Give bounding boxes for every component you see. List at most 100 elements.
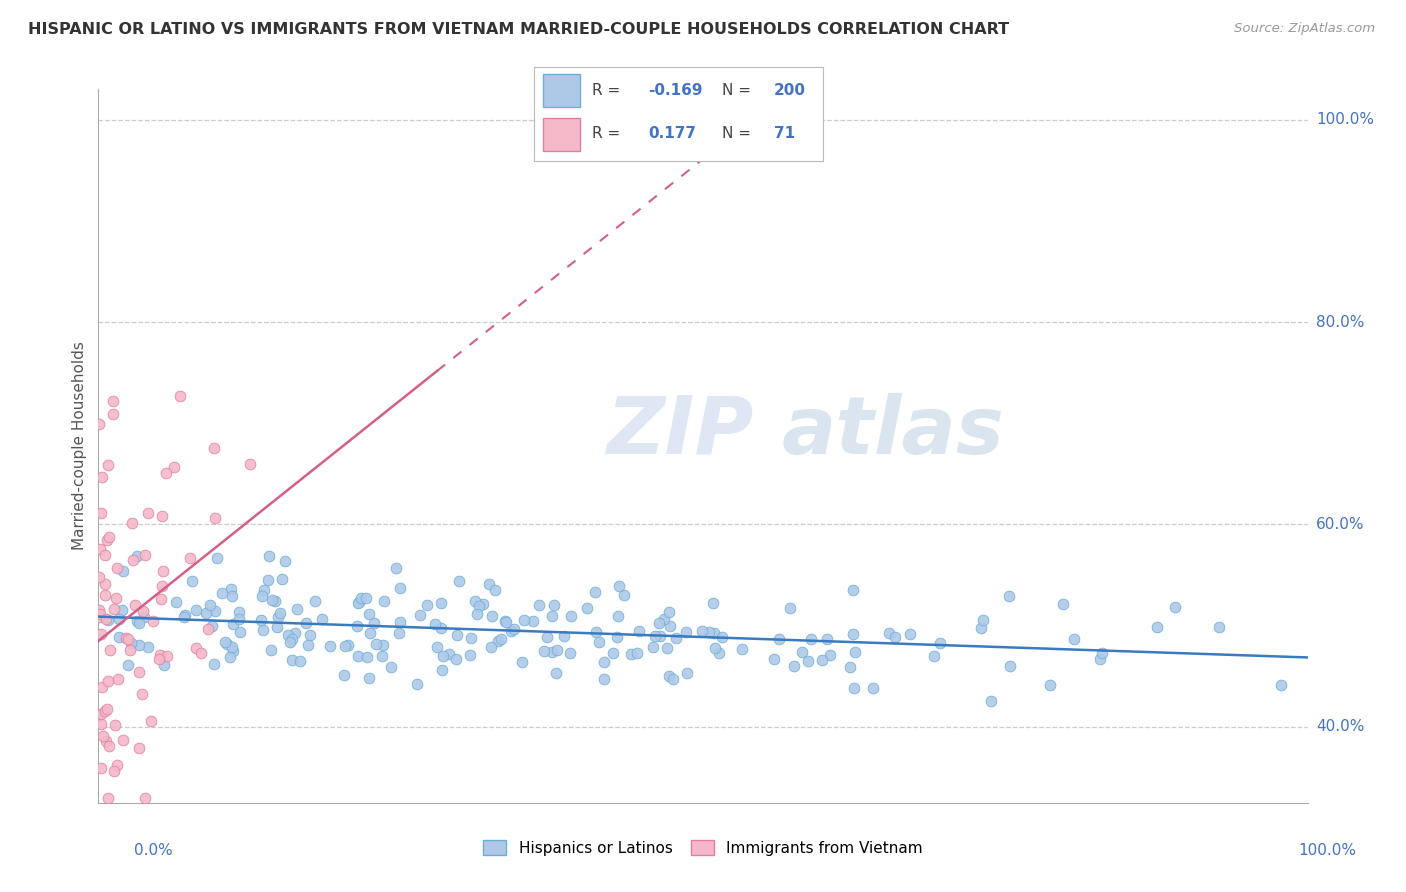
Point [128, 638, 150, 652]
Point [426, 640, 449, 654]
Point [898, 627, 921, 641]
Point [214, 635, 236, 649]
Point [90, 717, 112, 731]
Point [546, 643, 568, 657]
Point [117, 632, 139, 646]
Point [447, 574, 470, 589]
Point [107, 630, 129, 644]
Point [815, 632, 838, 646]
Point [467, 599, 489, 613]
Point [356, 650, 378, 665]
Point [592, 655, 614, 669]
Point [124, 598, 146, 612]
Point [97, 790, 120, 805]
Legend: Hispanics or Latinos, Immigrants from Vietnam: Hispanics or Latinos, Immigrants from Vi… [484, 840, 922, 855]
Point [430, 663, 453, 677]
Point [156, 649, 179, 664]
Point [108, 612, 131, 626]
Point [101, 393, 124, 408]
Point [792, 645, 814, 659]
Point [148, 651, 170, 665]
Text: 0.0%: 0.0% [134, 843, 173, 858]
Point [970, 621, 993, 635]
Point [363, 616, 385, 631]
Point [862, 681, 884, 696]
Point [277, 628, 299, 642]
Point [437, 647, 460, 661]
Point [354, 591, 377, 606]
Point [648, 629, 671, 643]
Point [359, 607, 381, 621]
Point [98, 643, 121, 657]
Text: R =: R = [592, 127, 620, 141]
Point [543, 598, 565, 612]
Text: -0.169: -0.169 [648, 83, 703, 98]
Point [553, 629, 575, 643]
Point [190, 646, 212, 660]
Point [458, 648, 481, 663]
Point [540, 608, 562, 623]
Point [359, 626, 381, 640]
Point [89, 570, 111, 584]
Point [103, 602, 125, 616]
Point [800, 632, 823, 646]
Point [115, 632, 138, 646]
Point [446, 627, 468, 641]
Point [697, 624, 720, 639]
Point [388, 626, 411, 640]
Point [141, 714, 163, 729]
Point [228, 606, 250, 620]
Point [288, 655, 311, 669]
Point [560, 609, 582, 624]
Point [465, 607, 488, 622]
Point [522, 614, 544, 628]
Point [416, 598, 439, 612]
Point [89, 541, 111, 556]
Point [127, 549, 149, 563]
Point [121, 636, 143, 650]
Text: 200: 200 [773, 83, 806, 98]
Point [575, 601, 598, 615]
Text: 0.177: 0.177 [648, 127, 696, 141]
Point [215, 637, 238, 651]
Point [97, 458, 120, 472]
Point [333, 667, 356, 681]
Point [644, 629, 666, 643]
Point [1091, 646, 1114, 660]
Point [104, 591, 127, 605]
Point [266, 620, 288, 634]
Point [1208, 620, 1230, 634]
Point [558, 646, 581, 660]
Text: 71: 71 [773, 127, 794, 141]
Point [884, 630, 907, 644]
Point [91, 729, 114, 743]
Point [588, 634, 610, 648]
Point [388, 615, 411, 630]
Point [96, 533, 118, 547]
Point [150, 591, 173, 606]
Point [218, 649, 240, 664]
Point [149, 648, 172, 662]
Point [93, 576, 115, 591]
Point [311, 612, 333, 626]
Point [484, 583, 506, 598]
Point [1270, 678, 1292, 692]
Point [280, 632, 302, 646]
Point [179, 551, 201, 566]
Point [540, 645, 562, 659]
Point [269, 607, 291, 621]
Point [877, 626, 900, 640]
Point [333, 639, 356, 653]
Point [163, 459, 186, 474]
Text: R =: R = [592, 83, 620, 98]
Point [97, 674, 120, 689]
Point [703, 640, 725, 655]
Point [479, 640, 502, 654]
Point [371, 638, 394, 652]
Point [811, 653, 834, 667]
Point [204, 604, 226, 618]
Point [200, 598, 222, 612]
Text: Source: ZipAtlas.com: Source: ZipAtlas.com [1234, 22, 1375, 36]
Point [181, 574, 204, 588]
Point [1052, 597, 1074, 611]
